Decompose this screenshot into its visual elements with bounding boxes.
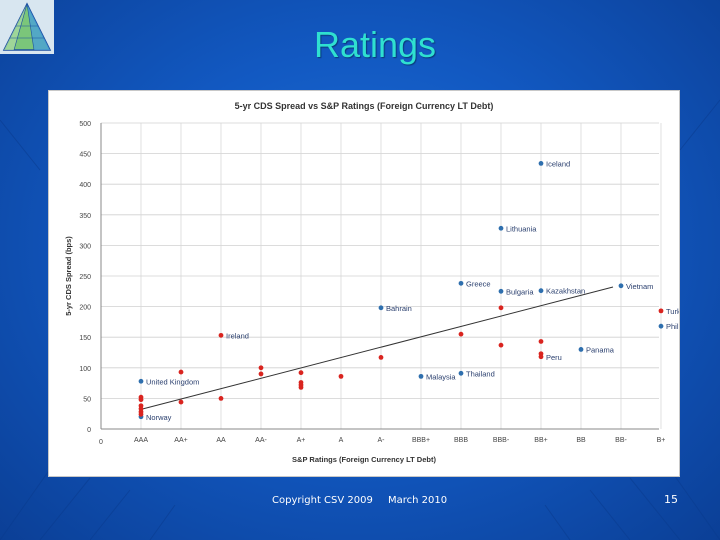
x-tick-label: A: [339, 437, 344, 444]
x-tick-label: BBB-: [493, 437, 510, 444]
page-number: 15: [664, 493, 678, 506]
y-tick-label: 0: [87, 427, 91, 434]
data-point-blue: [578, 347, 584, 352]
y-axis-label: 5-yr CDS Spread (bps): [64, 236, 73, 316]
y-tick-label: 400: [79, 182, 91, 189]
data-point-blue: [658, 323, 664, 329]
logo-icon: [0, 0, 54, 54]
y-tick-label: 250: [79, 274, 91, 281]
data-point-label: Greece: [466, 279, 491, 288]
data-point-label: Bahrain: [386, 304, 412, 313]
y-tick-label: 150: [79, 335, 91, 342]
data-point-red: [258, 371, 264, 377]
y-tick-label: 100: [79, 366, 91, 373]
x-tick-label: B+: [657, 437, 666, 444]
scatter-chart: 5-yr CDS Spread vs S&P Ratings (Foreign …: [64, 101, 679, 464]
trend-line: [140, 286, 614, 410]
x-tick-label: BBB: [454, 437, 468, 444]
x-tick-label: A-: [378, 437, 386, 444]
data-point-red: [298, 370, 304, 376]
data-point-red: [298, 384, 304, 390]
chart-title: 5-yr CDS Spread vs S&P Ratings (Foreign …: [235, 101, 494, 111]
x-tick-label: AA+: [174, 437, 187, 444]
data-point-red: [458, 331, 464, 337]
slide-title: Ratings: [313, 24, 437, 65]
data-point-label: Ireland: [226, 331, 249, 340]
data-point-label: Philippines: [666, 322, 679, 331]
data-point-red: [178, 399, 184, 405]
footer-date: March 2010: [388, 495, 448, 506]
data-point-label: Norway: [146, 413, 172, 422]
data-point-label: United Kingdom: [146, 377, 199, 386]
data-point-label: Peru: [546, 353, 562, 362]
data-point-red: [218, 332, 224, 338]
x-tick-label: A+: [297, 437, 306, 444]
data-point-label: Bulgaria: [506, 287, 534, 296]
data-point-blue: [378, 305, 384, 311]
data-point-label: Thailand: [466, 369, 495, 378]
data-point-red: [658, 308, 664, 314]
data-point-label: Kazakhstan: [546, 287, 585, 296]
data-point-blue: [458, 280, 464, 286]
data-point-blue: [458, 370, 464, 376]
data-point-blue: [538, 288, 544, 294]
y-tick-label: 200: [79, 305, 91, 312]
data-point-label: Panama: [586, 345, 615, 354]
chart-container: 5-yr CDS Spread vs S&P Ratings (Foreign …: [48, 90, 680, 477]
x-origin-label: 0: [99, 439, 103, 446]
data-point-blue: [538, 160, 544, 166]
footer-copyright: Copyright CSV 2009: [272, 495, 373, 506]
x-tick-label: AA: [216, 437, 226, 444]
data-point-red: [498, 305, 504, 311]
data-point-red: [338, 373, 344, 379]
data-point-red: [218, 396, 224, 401]
x-axis-label: S&P Ratings (Foreign Currency LT Debt): [292, 455, 436, 464]
x-tick-label: AAA: [134, 437, 148, 444]
y-tick-label: 50: [83, 396, 91, 403]
y-tick-label: 350: [79, 213, 91, 220]
data-point-red: [538, 339, 544, 344]
data-point-blue: [138, 378, 144, 384]
data-point-red: [258, 365, 264, 371]
data-point-label: Turkey: [666, 307, 679, 316]
data-point-blue: [618, 283, 624, 289]
x-tick-label: BB+: [534, 437, 547, 444]
data-point-blue: [498, 288, 504, 294]
data-point-label: Vietnam: [626, 282, 653, 291]
data-point-red: [138, 397, 144, 403]
data-point-label: Lithuania: [506, 224, 537, 233]
data-point-red: [538, 354, 544, 360]
data-point-red: [498, 342, 504, 348]
y-tick-label: 300: [79, 243, 91, 250]
x-tick-label: BB-: [615, 437, 627, 444]
x-tick-label: BBB+: [412, 437, 430, 444]
data-point-label: Iceland: [546, 159, 570, 168]
data-point-red: [378, 354, 384, 360]
data-point-blue: [418, 373, 424, 379]
data-point-red: [138, 411, 144, 417]
x-tick-label: AA-: [255, 437, 267, 444]
data-point-red: [178, 369, 184, 375]
y-tick-label: 500: [79, 121, 91, 128]
y-tick-label: 450: [79, 152, 91, 159]
data-point-label: Malaysia: [426, 372, 456, 381]
data-point-blue: [498, 225, 504, 231]
x-tick-label: BB: [576, 437, 586, 444]
